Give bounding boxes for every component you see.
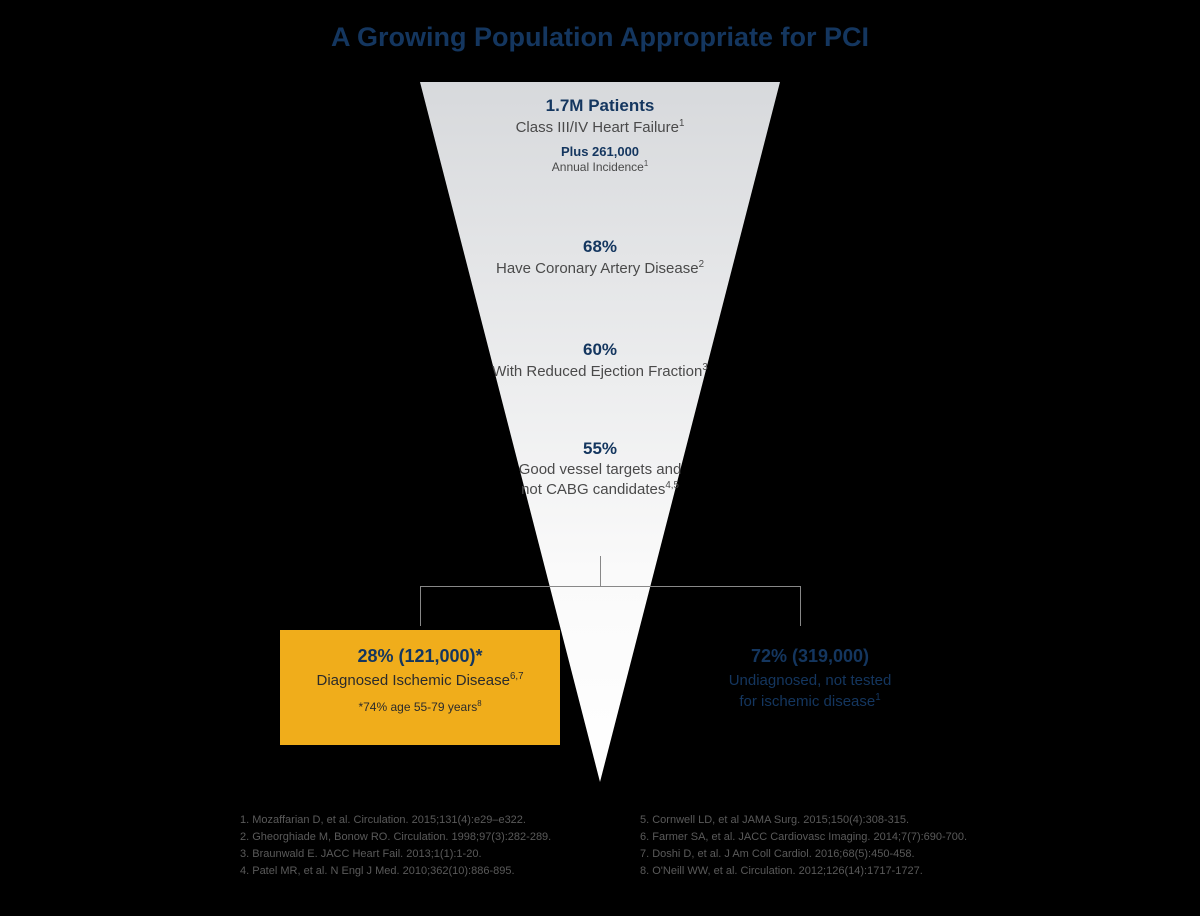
reference-item: 4. Patel MR, et al. N Engl J Med. 2010;3…	[240, 863, 600, 880]
stage-sub-desc: Annual Incidence1	[430, 159, 770, 174]
stage-stat: 60%	[430, 340, 770, 360]
stage-stat: 1.7M Patients	[430, 96, 770, 116]
references-col-2: 5. Cornwell LD, et al JAMA Surg. 2015;15…	[640, 812, 1000, 880]
references-col-1: 1. Mozaffarian D, et al. Circulation. 20…	[240, 812, 600, 880]
result-undiagnosed: 72% (319,000) Undiagnosed, not tested fo…	[660, 630, 960, 713]
funnel-stage-2: 68% Have Coronary Artery Disease2	[430, 237, 770, 279]
reference-item: 1. Mozaffarian D, et al. Circulation. 20…	[240, 812, 600, 829]
stage-desc: Class III/IV Heart Failure1	[430, 118, 770, 138]
result-diagnosed: 28% (121,000)* Diagnosed Ischemic Diseas…	[280, 630, 560, 745]
stage-stat: 55%	[430, 439, 770, 459]
reference-item: 5. Cornwell LD, et al JAMA Surg. 2015;15…	[640, 812, 1000, 829]
result-desc: Diagnosed Ischemic Disease6,7	[280, 671, 560, 689]
funnel-stage-1: 1.7M Patients Class III/IV Heart Failure…	[430, 96, 770, 174]
reference-item: 3. Braunwald E. JACC Heart Fail. 2013;1(…	[240, 846, 600, 863]
reference-item: 7. Doshi D, et al. J Am Coll Cardiol. 20…	[640, 846, 1000, 863]
page-title: A Growing Population Appropriate for PCI	[0, 0, 1200, 53]
funnel-stage-4: 55% Good vessel targets and not CABG can…	[430, 439, 770, 500]
reference-item: 2. Gheorghiade M, Bonow RO. Circulation.…	[240, 829, 600, 846]
result-stat: 72% (319,000)	[660, 646, 960, 667]
stage-sub-stat: Plus 261,000	[430, 144, 770, 159]
result-desc: Undiagnosed, not tested for ischemic dis…	[660, 671, 960, 713]
stage-stat: 68%	[430, 237, 770, 257]
result-note: *74% age 55-79 years8	[280, 699, 560, 714]
reference-item: 8. O'Neill WW, et al. Circulation. 2012;…	[640, 863, 1000, 880]
stage-desc: With Reduced Ejection Fraction3	[430, 362, 770, 382]
result-stat: 28% (121,000)*	[280, 646, 560, 667]
reference-item: 6. Farmer SA, et al. JACC Cardiovasc Ima…	[640, 829, 1000, 846]
references: 1. Mozaffarian D, et al. Circulation. 20…	[240, 812, 1000, 880]
stage-desc: Good vessel targets and not CABG candida…	[430, 461, 770, 500]
stage-desc: Have Coronary Artery Disease2	[430, 259, 770, 279]
funnel-stage-3: 60% With Reduced Ejection Fraction3	[430, 340, 770, 382]
